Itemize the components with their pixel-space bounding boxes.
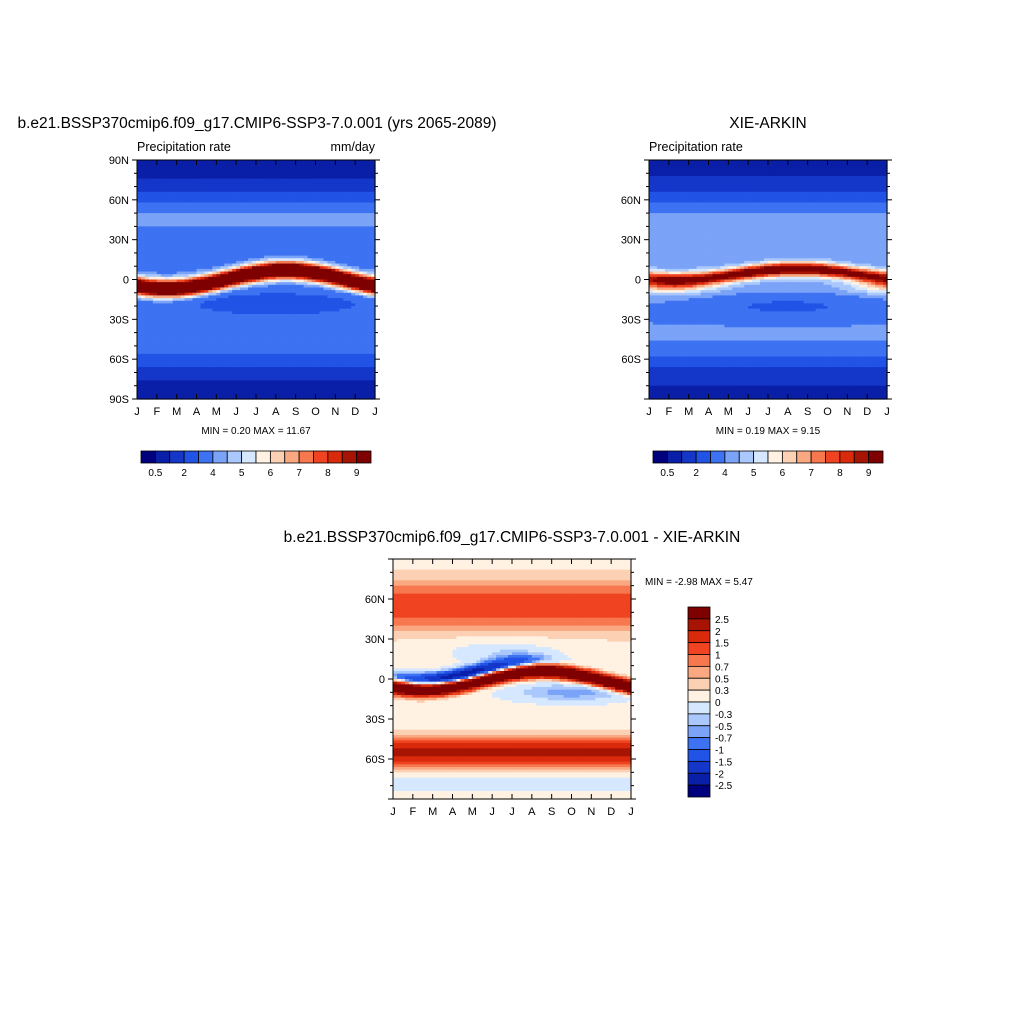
panel-model-units: mm/day: [331, 140, 376, 154]
panel-model-heatmap: [137, 160, 376, 400]
panel-model-title: b.e21.BSSP370cmip6.f09_g17.CMIP6-SSP3-7.…: [17, 115, 496, 132]
panel-model: b.e21.BSSP370cmip6.f09_g17.CMIP6-SSP3-7.…: [17, 115, 496, 479]
panel-model-left-label: Precipitation rate: [137, 140, 231, 154]
